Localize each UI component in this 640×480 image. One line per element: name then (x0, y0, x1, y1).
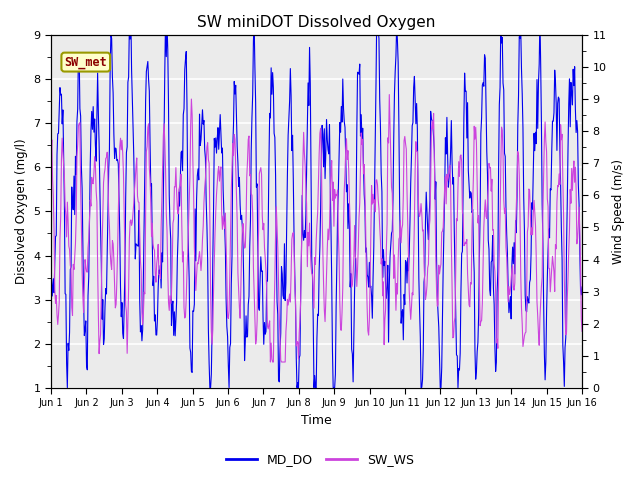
Text: SW_met: SW_met (65, 56, 107, 69)
Legend: MD_DO, SW_WS: MD_DO, SW_WS (221, 448, 419, 471)
Title: SW miniDOT Dissolved Oxygen: SW miniDOT Dissolved Oxygen (197, 15, 436, 30)
Y-axis label: Wind Speed (m/s): Wind Speed (m/s) (612, 159, 625, 264)
Y-axis label: Dissolved Oxygen (mg/l): Dissolved Oxygen (mg/l) (15, 139, 28, 284)
X-axis label: Time: Time (301, 414, 332, 427)
